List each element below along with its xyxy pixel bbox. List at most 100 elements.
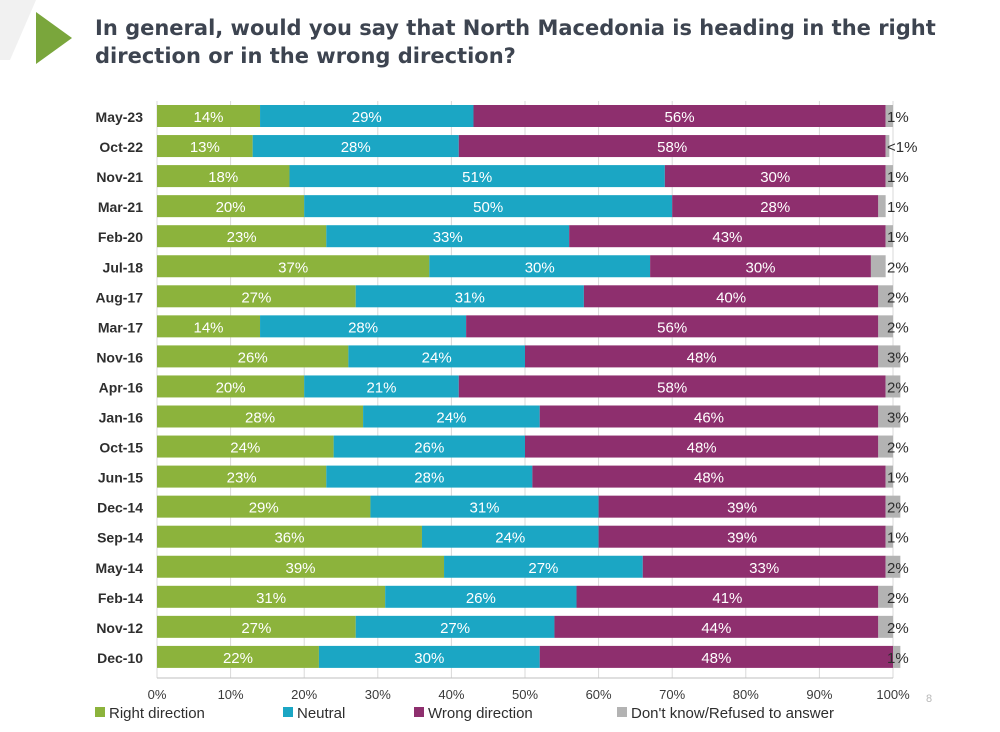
bar-segment: [333, 435, 525, 458]
bar-segment: [539, 645, 893, 668]
category-label: Sep-14: [97, 530, 143, 546]
data-label: 51%: [462, 169, 492, 186]
bar-segment: [878, 285, 893, 308]
bar-segment: [539, 405, 879, 428]
bar-segment: [885, 135, 890, 158]
category-label: Mar-17: [98, 319, 143, 335]
data-label: 1%: [887, 470, 909, 487]
data-label: 24%: [230, 440, 260, 457]
data-label: 20%: [216, 379, 246, 396]
data-label: 33%: [433, 229, 463, 246]
x-tick-label: 0%: [148, 687, 167, 702]
data-label: 46%: [694, 410, 724, 427]
x-tick-label: 70%: [659, 687, 685, 702]
bar-segment: [885, 555, 901, 578]
bar-segment: [569, 225, 886, 248]
bar-segment: [157, 375, 305, 398]
category-label: Feb-20: [98, 229, 143, 245]
bar-segment: [157, 435, 334, 458]
data-label: 40%: [716, 289, 746, 306]
data-label: 21%: [366, 379, 396, 396]
bar-segment: [157, 495, 371, 518]
data-label: 1%: [887, 530, 909, 547]
bar-segment: [532, 465, 886, 488]
legend-swatch: [283, 707, 293, 717]
data-label: 30%: [760, 169, 790, 186]
bar-segment: [363, 405, 540, 428]
category-label: Nov-12: [96, 620, 143, 636]
slide-arrow-decoration: [0, 0, 72, 64]
bar-segment: [355, 615, 555, 638]
bar-segment: [157, 315, 261, 338]
bar-segment: [157, 255, 430, 278]
bar-segment: [885, 495, 901, 518]
x-tick-label: 20%: [291, 687, 317, 702]
data-label: 31%: [470, 500, 500, 517]
data-label: 36%: [274, 530, 304, 547]
bar-segment: [429, 255, 651, 278]
bar-segment: [885, 105, 893, 127]
data-label: 48%: [694, 470, 724, 487]
data-label: 30%: [746, 259, 776, 276]
data-label: 31%: [455, 289, 485, 306]
bar-segment: [157, 105, 261, 127]
bar-segment: [260, 105, 474, 127]
data-label: 30%: [525, 259, 555, 276]
data-label: 13%: [190, 139, 220, 156]
data-label: 2%: [887, 440, 909, 457]
bar-segment: [878, 195, 886, 218]
bar-segment: [878, 345, 901, 368]
x-tick-label: 10%: [218, 687, 244, 702]
bar-segment: [878, 315, 893, 338]
bar-segment: [157, 645, 319, 668]
data-label: 14%: [194, 109, 224, 126]
data-label: 2%: [887, 379, 909, 396]
data-label: 28%: [760, 199, 790, 216]
bar-segment: [157, 525, 422, 548]
bar-segment: [157, 135, 253, 158]
data-label: 24%: [422, 349, 452, 366]
data-label: 2%: [887, 289, 909, 306]
bar-segment: [348, 345, 525, 368]
x-tick-label: 80%: [733, 687, 759, 702]
bar-segment: [525, 345, 879, 368]
data-label: 27%: [528, 560, 558, 577]
bar-segment: [157, 195, 305, 218]
data-label: 1%: [887, 229, 909, 246]
bar-segment: [318, 645, 540, 668]
data-label: 20%: [216, 199, 246, 216]
bar-segment: [355, 285, 584, 308]
data-label: <1%: [887, 139, 917, 156]
category-label: Dec-14: [97, 500, 143, 516]
data-label: 44%: [701, 620, 731, 637]
data-label: 39%: [286, 560, 316, 577]
category-label: Jul-18: [103, 259, 144, 275]
bar-segment: [157, 555, 445, 578]
legend-swatch: [414, 707, 424, 717]
bar-segment: [157, 285, 356, 308]
legend-swatch: [617, 707, 627, 717]
bar-segment: [157, 405, 364, 428]
bar-segment: [421, 525, 599, 548]
data-label: 43%: [712, 229, 742, 246]
bar-segment: [878, 435, 893, 458]
data-label: 48%: [687, 349, 717, 366]
category-label: May-23: [96, 109, 144, 125]
data-label: 23%: [227, 229, 257, 246]
bar-segment: [598, 495, 886, 518]
data-label: 39%: [727, 530, 757, 547]
data-label: 1%: [887, 109, 909, 126]
bar-segment: [157, 465, 327, 488]
data-label: 50%: [473, 199, 503, 216]
bar-segment: [252, 135, 459, 158]
bar-segment: [326, 225, 570, 248]
bar-segment: [878, 615, 893, 638]
x-tick-label: 30%: [365, 687, 391, 702]
x-tick-label: 40%: [438, 687, 464, 702]
data-label: 28%: [414, 470, 444, 487]
bar-segment: [885, 465, 893, 488]
data-label: 37%: [278, 259, 308, 276]
bar-segment: [157, 585, 386, 608]
legend-swatch: [95, 707, 105, 717]
